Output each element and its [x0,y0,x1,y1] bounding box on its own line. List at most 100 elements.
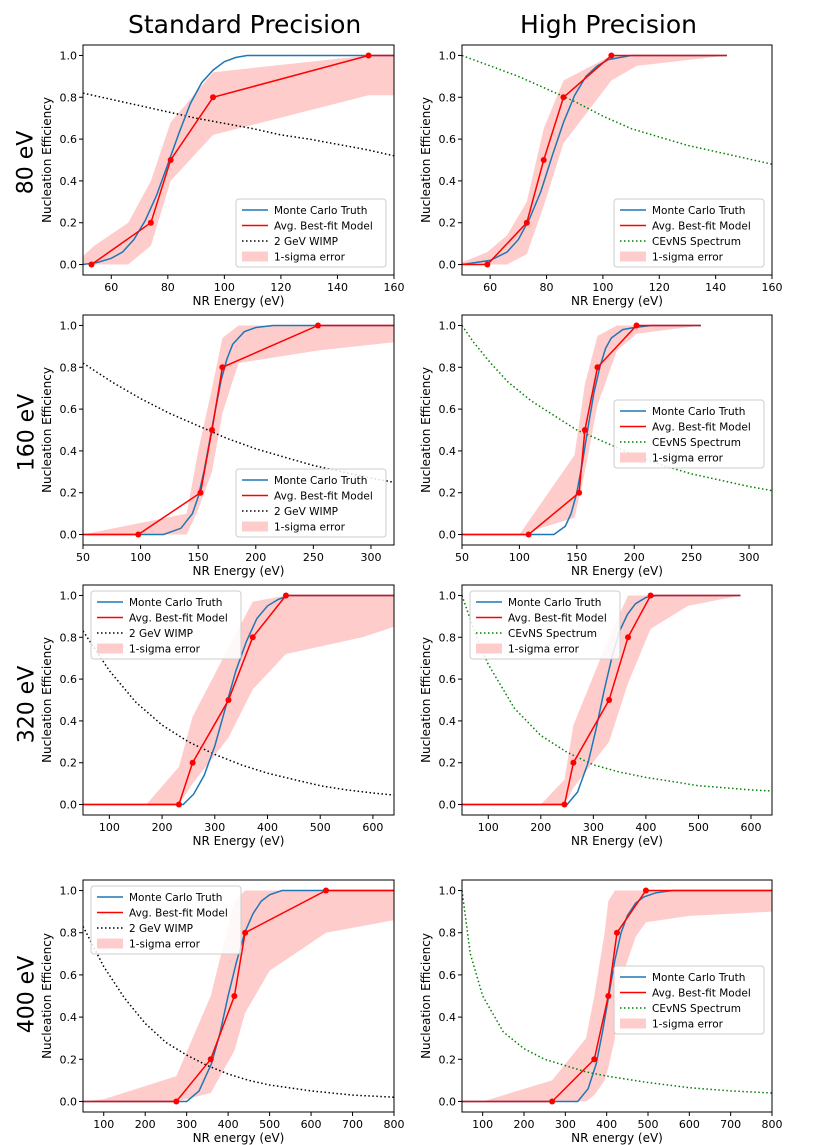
legend-label: 1-sigma error [274,522,346,534]
y-tick-label: 0.4 [60,445,78,458]
x-axis-label: NR energy (eV) [571,1131,663,1145]
legend-box [613,965,765,1035]
legend-label: Avg. Best-fit Model [129,908,228,920]
model-point [322,887,329,894]
legend-box [613,198,765,268]
model-line [91,54,394,266]
model-point [591,1056,598,1063]
model-point [231,993,238,999]
model-point [560,94,567,101]
x-tick-label: 800 [384,1118,405,1131]
y-tick-label: 0.4 [439,715,457,728]
legend-label: Avg. Best-fit Model [274,491,373,503]
wimp-line [83,362,394,484]
legend: Monte Carlo Truth Avg. Best-fit Model 2 Ge… [235,468,387,538]
legend-label: 2 GeV WIMP [274,236,338,248]
cevns-line [462,325,772,492]
x-tick-label: 300 [204,821,225,834]
x-tick-label: 160 [762,281,783,294]
axes-frame [461,314,773,546]
y-axis-label: Nucleation Efficiency [40,367,54,493]
y-tick-label: 0.8 [60,91,78,104]
x-tick-label: 80 [540,281,554,294]
model-point [581,427,588,433]
legend-label: 1-sigma error [274,252,346,264]
legend-label: 1-sigma error [508,644,580,656]
legend-box [90,885,242,955]
y-tick-label: 0.6 [60,969,78,982]
model-point [633,322,640,329]
y-tick-label: 0.2 [439,217,457,230]
y-tick-label: 0.8 [60,631,78,644]
x-tick-label: 150 [566,551,587,564]
axes-frame [461,44,773,276]
y-tick-label: 0.0 [439,799,457,812]
x-tick-label: 500 [259,1118,280,1131]
x-tick-label: 600 [740,821,761,834]
y-axis-label: Nucleation Efficiency [419,933,433,1059]
plot-area [462,322,772,538]
legend-swatch-band [97,938,123,949]
y-tick-label: 0.2 [60,757,78,770]
y-tick-label: 1.0 [60,49,78,62]
x-tick-label: 600 [362,821,383,834]
model-point [525,531,532,538]
axes-frame [82,44,395,276]
x-tick-label: 100 [93,1118,114,1131]
x-tick-label: 100 [130,551,151,564]
y-tick-label: 1.0 [439,49,457,62]
plot-area [462,887,772,1105]
model-point [197,489,204,496]
model-point [314,322,321,329]
model-point [561,801,568,808]
legend-label: CEvNS Spectrum [508,628,597,640]
model-point [173,1098,180,1105]
y-tick-label: 0.4 [60,715,78,728]
model-point [147,219,154,226]
legend-box [613,399,765,469]
model-point [606,697,613,703]
x-tick-label: 500 [310,821,331,834]
legend-swatch-band [242,521,268,532]
x-tick-label: 100 [478,821,499,834]
y-tick-label: 0.0 [60,1095,78,1108]
y-tick-label: 0.2 [439,1053,457,1066]
x-tick-label: 100 [509,551,530,564]
model-point [225,697,232,703]
model-point [88,261,95,268]
model-point [605,993,612,999]
x-tick-label: 500 [688,821,709,834]
x-tick-label: 300 [739,551,760,564]
legend-label: 1-sigma error [129,644,201,656]
x-tick-label: 160 [384,281,405,294]
x-tick-label: 400 [596,1118,617,1131]
x-tick-label: 700 [342,1118,363,1131]
legend-label: Monte Carlo Truth [508,597,601,609]
axes-frame [82,584,395,816]
model-point [594,364,601,371]
x-tick-label: 300 [176,1118,197,1131]
cevns-line [462,890,772,1094]
legend-box [235,468,387,538]
x-tick-label: 250 [303,551,324,564]
x-axis-label: NR energy (eV) [193,1131,285,1145]
legend-label: CEvNS Spectrum [652,437,741,449]
legend-label: 2 GeV WIMP [129,628,193,640]
model-point [210,94,217,101]
y-tick-label: 0.8 [439,927,457,940]
panel-hp-160: 0.0 0.2 0.4 0.6 0.8 1.0 50 100 150 200 250 300 NR En… [419,314,773,578]
x-tick-label: 50 [76,551,90,564]
plot-area [462,52,772,268]
model-point [365,52,372,59]
model-point [175,801,182,808]
legend-label: 1-sigma error [652,453,724,465]
model-point [570,759,577,766]
legend-box [469,590,621,660]
cevns-line [462,54,772,165]
legend-label: Avg. Best-fit Model [274,221,373,233]
y-axis-label: Nucleation Efficiency [40,933,54,1059]
legend-swatch-band [97,643,123,654]
x-tick-label: 100 [592,281,613,294]
legend-label: Monte Carlo Truth [652,972,745,984]
model-point [189,759,196,766]
